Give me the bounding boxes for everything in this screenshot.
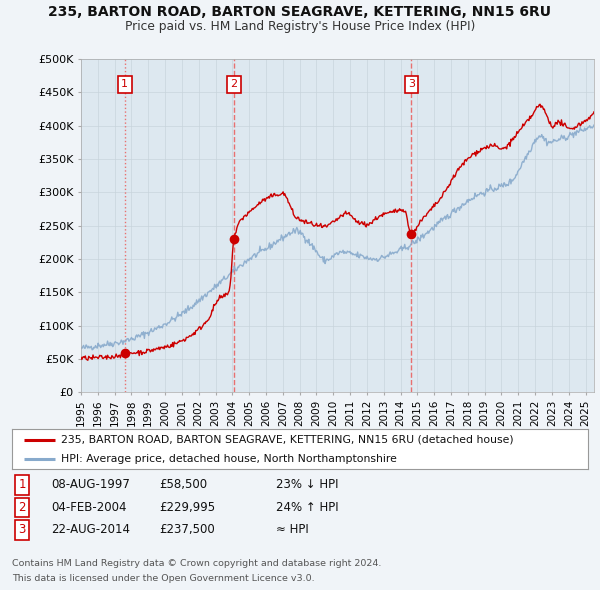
Text: This data is licensed under the Open Government Licence v3.0.: This data is licensed under the Open Gov…: [12, 574, 314, 583]
Text: ≈ HPI: ≈ HPI: [276, 523, 309, 536]
Text: 24% ↑ HPI: 24% ↑ HPI: [276, 501, 338, 514]
Text: 23% ↓ HPI: 23% ↓ HPI: [276, 478, 338, 491]
Text: 22-AUG-2014: 22-AUG-2014: [51, 523, 130, 536]
Text: 1: 1: [121, 79, 128, 89]
Text: 2: 2: [230, 79, 238, 89]
Text: Contains HM Land Registry data © Crown copyright and database right 2024.: Contains HM Land Registry data © Crown c…: [12, 559, 382, 568]
Text: 2: 2: [19, 501, 26, 514]
Text: £237,500: £237,500: [159, 523, 215, 536]
Text: 235, BARTON ROAD, BARTON SEAGRAVE, KETTERING, NN15 6RU: 235, BARTON ROAD, BARTON SEAGRAVE, KETTE…: [49, 5, 551, 19]
Text: 04-FEB-2004: 04-FEB-2004: [51, 501, 127, 514]
Text: £229,995: £229,995: [159, 501, 215, 514]
Text: 1: 1: [19, 478, 26, 491]
Text: HPI: Average price, detached house, North Northamptonshire: HPI: Average price, detached house, Nort…: [61, 454, 397, 464]
Text: £58,500: £58,500: [159, 478, 207, 491]
Text: Price paid vs. HM Land Registry's House Price Index (HPI): Price paid vs. HM Land Registry's House …: [125, 20, 475, 33]
Text: 08-AUG-1997: 08-AUG-1997: [51, 478, 130, 491]
Text: 3: 3: [19, 523, 26, 536]
Text: 235, BARTON ROAD, BARTON SEAGRAVE, KETTERING, NN15 6RU (detached house): 235, BARTON ROAD, BARTON SEAGRAVE, KETTE…: [61, 435, 514, 445]
Text: 3: 3: [408, 79, 415, 89]
